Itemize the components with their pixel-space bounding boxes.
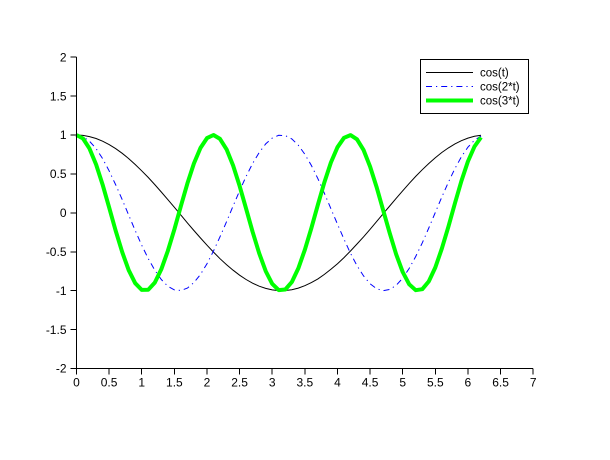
svg-text:0.5: 0.5 — [50, 167, 67, 181]
svg-text:4: 4 — [334, 376, 341, 390]
svg-text:1.5: 1.5 — [50, 89, 67, 103]
svg-text:3.5: 3.5 — [296, 376, 313, 390]
svg-text:2: 2 — [60, 50, 67, 64]
svg-text:-2: -2 — [56, 362, 67, 376]
svg-text:1: 1 — [60, 128, 67, 142]
svg-text:4.5: 4.5 — [362, 376, 379, 390]
svg-text:3: 3 — [269, 376, 276, 390]
svg-text:-0.5: -0.5 — [46, 245, 67, 259]
svg-text:7: 7 — [530, 376, 537, 390]
svg-text:cos(t): cos(t) — [480, 68, 509, 80]
svg-text:cos(2*t): cos(2*t) — [480, 82, 520, 94]
svg-text:5: 5 — [399, 376, 406, 390]
svg-text:cos(3*t): cos(3*t) — [480, 96, 520, 108]
svg-text:2.5: 2.5 — [231, 376, 248, 390]
svg-text:-1: -1 — [56, 284, 67, 298]
svg-text:1.5: 1.5 — [166, 376, 183, 390]
svg-text:1: 1 — [138, 376, 145, 390]
svg-text:0: 0 — [60, 206, 67, 220]
svg-text:0.5: 0.5 — [101, 376, 118, 390]
svg-text:6.5: 6.5 — [492, 376, 509, 390]
svg-text:5.5: 5.5 — [427, 376, 444, 390]
svg-text:2: 2 — [204, 376, 211, 390]
svg-text:0: 0 — [73, 376, 80, 390]
svg-text:-1.5: -1.5 — [46, 323, 67, 337]
svg-text:6: 6 — [465, 376, 472, 390]
